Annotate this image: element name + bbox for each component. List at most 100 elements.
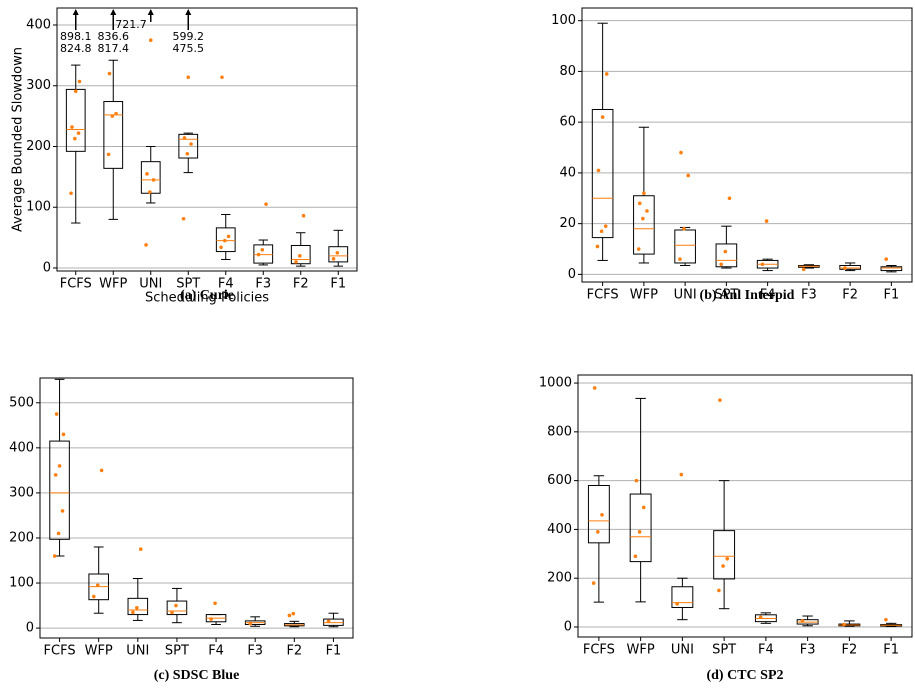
box [591,108,614,239]
point [591,581,596,585]
point [298,254,302,258]
point [633,554,638,559]
point [599,229,604,234]
point [220,75,224,80]
y-tick-label: 200 [26,139,51,154]
x-tick-label: F2 [293,277,309,292]
y-tick-label: 0 [568,267,576,282]
x-tick-label: FCFS [587,288,619,303]
point [678,257,682,261]
box [715,243,738,268]
x-tick-label: FCFS [44,644,76,659]
x-tick-label: SPT [714,288,738,303]
y-tick-label: 0 [564,619,572,634]
point [760,262,765,267]
point [60,509,65,513]
point [637,201,642,206]
point [717,588,721,593]
point [106,152,111,157]
y-tick-label: 600 [547,473,572,488]
point [256,252,261,257]
x-tick-label: WFP [630,288,658,303]
x-tick-label: F4 [218,277,234,292]
point [57,464,62,468]
x-tick-label: F3 [247,644,263,659]
x-tick-label: FCFS [60,277,92,292]
y-tick-label: 60 [559,115,576,130]
point [592,386,597,390]
point [110,114,115,118]
y-tick-label: 800 [547,424,572,439]
point [185,151,190,156]
point [107,71,112,76]
x-axis-label: Scheduling Policies [145,291,269,306]
box [49,440,70,540]
offscale-label: 817.4 [98,42,130,55]
box [65,88,86,152]
point [73,89,78,94]
point [326,619,331,624]
point [764,219,769,223]
plot-frame [577,374,913,638]
point [148,38,153,42]
x-tick-label: SPT [165,644,189,659]
y-tick-label: 300 [26,78,51,93]
point [884,257,889,261]
point [260,247,265,252]
x-tick-label: F2 [842,288,858,303]
box [290,244,311,265]
point [182,136,187,140]
y-tick-label: 400 [547,522,572,537]
point [70,125,74,129]
y-tick-label: 80 [559,64,576,79]
point [682,226,686,231]
x-tick-label: SPT [712,643,736,658]
point [170,610,174,615]
box [839,265,861,270]
box [880,266,903,272]
caption: (d) CTC SP2 [706,668,783,683]
x-tick-label: F2 [286,644,302,659]
y-tick-label: 300 [9,485,34,500]
point [637,530,642,534]
x-tick-label: WFP [627,643,655,658]
point [331,257,336,261]
x-tick-label: UNI [674,288,697,303]
point [54,412,59,416]
y-tick-label: 200 [9,530,34,545]
point [801,267,806,272]
point [843,266,847,270]
point [53,473,58,477]
point [842,622,846,627]
point [61,432,66,437]
y-tick-label: 0 [26,621,34,636]
point [719,262,724,267]
offscale-label: 599.2 [173,30,205,43]
point [76,131,81,135]
x-tick-label: UNI [126,644,149,659]
point [727,196,732,201]
x-tick-label: F1 [883,643,899,658]
point [77,79,82,84]
point [723,249,728,254]
point [636,247,641,251]
y-tick-label: 40 [559,165,576,180]
x-tick-label: WFP [99,277,127,292]
point [264,202,268,206]
y-tick-label: 1000 [539,376,572,391]
point [645,209,649,213]
point [718,398,722,402]
point [223,238,227,243]
point [758,615,763,620]
point [596,168,601,173]
point [641,505,646,510]
y-tick-label: 100 [551,13,576,28]
arrow-head [72,9,79,15]
box [253,244,274,264]
box [166,600,188,616]
x-tick-label: UNI [671,643,694,658]
x-tick-label: F1 [330,277,346,292]
point [675,602,679,606]
y-tick-label: 20 [559,216,576,231]
offscale-label: 824.8 [60,42,92,55]
